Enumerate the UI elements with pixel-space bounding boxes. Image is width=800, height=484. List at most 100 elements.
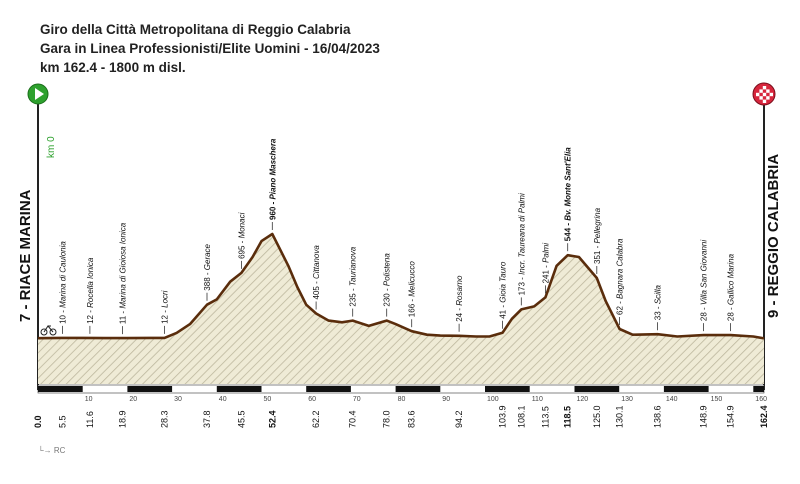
checker-square: [756, 92, 760, 97]
waypoint-km: 11.6: [85, 411, 95, 428]
waypoint-km: 5.5: [58, 415, 68, 428]
km-tick-label: 70: [353, 396, 361, 403]
waypoint-label: 960 - Piano Maschera: [268, 138, 277, 220]
finish-town-label: 9 - REGGIO CALABRIA: [765, 154, 782, 318]
waypoint-label: 173 - Incr. Taureana di Palmi: [517, 193, 526, 295]
start-km-label: km 0: [46, 136, 57, 158]
waypoint-label: 10 - Marina di Caulonia: [59, 241, 68, 324]
waypoint-label: 41 - Gioia Tauro: [499, 261, 508, 319]
race-title: Giro della Città Metropolitana di Reggio…: [40, 22, 351, 37]
waypoint-label: 33 - Scilla: [654, 285, 663, 321]
waypoint-label: 28 - Gallico Marina: [727, 253, 736, 321]
waypoint-km: 28.3: [160, 410, 170, 428]
checker-square: [759, 96, 763, 100]
km-scale-segment: [485, 386, 530, 392]
waypoint: 125.0 351 - Pellegrina: [592, 207, 602, 428]
km-tick-label: 100: [487, 396, 499, 403]
waypoint: 0.0: [33, 415, 43, 428]
km-tick-label: 130: [621, 396, 633, 403]
waypoint: 148.9 28 - Villa San Giovanni: [699, 240, 709, 428]
waypoint: 162.4: [759, 405, 769, 428]
start-town-label: 7 - RIACE MARINA: [17, 189, 34, 322]
header: Giro della Città Metropolitana di Reggio…: [40, 20, 380, 77]
waypoint-km: 37.8: [202, 410, 212, 428]
waypoint-label: 351 - Pellegrina: [593, 207, 602, 264]
waypoint: 113.5 241 - Palmi: [540, 243, 550, 428]
footer-rc: └→ RC: [38, 446, 65, 455]
km-tick-label: 50: [264, 396, 272, 403]
km-tick-label: 140: [666, 396, 678, 403]
waypoint-km: 0.0: [33, 415, 43, 428]
waypoint-km: 94.2: [454, 410, 464, 428]
km-tick-label: 90: [442, 396, 450, 403]
waypoint-label: 544 - Bv. Monte Sant'Elia: [564, 147, 573, 241]
waypoint: 103.9 41 - Gioia Tauro: [498, 261, 508, 428]
waypoint: 94.2 24 - Rosarno: [454, 275, 464, 428]
waypoint: 5.5 10 - Marina di Caulonia: [58, 241, 68, 428]
km-tick-label: 160: [755, 396, 767, 403]
waypoint: 83.6 166 - Melicucco: [407, 261, 417, 428]
waypoint-km: 148.9: [699, 405, 709, 428]
checker-square: [766, 96, 770, 100]
km-scale-segment: [306, 386, 351, 392]
waypoint-km: 103.9: [498, 405, 508, 428]
race-subtitle: Gara in Linea Professionisti/Elite Uomin…: [40, 41, 380, 56]
km-scale-segment: [663, 386, 709, 392]
km-tick-label: 80: [398, 396, 406, 403]
waypoint: 28.3 12 - Locri: [160, 290, 170, 428]
waypoint-km: 125.0: [592, 405, 602, 428]
km-tick-label: 10: [85, 396, 93, 403]
waypoint-km: 62.2: [311, 410, 321, 428]
waypoint-label: 12 - Locri: [161, 290, 170, 324]
checker-square: [766, 89, 770, 93]
waypoint: 154.9 28 - Gallico Marina: [726, 253, 736, 428]
km-tick-label: 120: [577, 396, 589, 403]
rc-label: RC: [53, 446, 66, 455]
km-scale-segments: [38, 386, 764, 392]
waypoint-km: 45.5: [236, 410, 246, 428]
waypoint-km: 108.1: [516, 405, 526, 428]
km-scale-segment: [753, 386, 764, 392]
waypoint: 108.1 173 - Incr. Taureana di Palmi: [516, 193, 526, 428]
km-scale-segment: [574, 386, 620, 392]
km-tick-label: 150: [711, 396, 723, 403]
waypoint-label: 388 - Gerace: [203, 243, 212, 290]
waypoint: 78.0 230 - Polistena: [382, 253, 392, 428]
checker-square: [762, 92, 767, 97]
waypoint-label: 230 - Polistena: [383, 253, 392, 307]
waypoint-km: 78.0: [382, 410, 392, 428]
waypoint-km: 70.4: [348, 410, 358, 428]
start-flag-icon: [27, 83, 49, 105]
checker-square: [759, 89, 763, 93]
waypoint-km: 138.6: [653, 405, 663, 428]
checker-square: [762, 99, 767, 103]
elevation-area: [38, 234, 764, 384]
waypoint-label: 62 - Bagnara Calabra: [616, 238, 625, 315]
waypoint-label: 235 - Taurianova: [349, 246, 358, 306]
waypoint: 62.2 405 - Cittanova: [311, 245, 321, 428]
km-tick-label: 110: [532, 396, 543, 403]
waypoint-km: 18.9: [118, 410, 128, 428]
elevation-line: [37, 232, 765, 340]
waypoint-km: 154.9: [726, 405, 736, 428]
km-tick-label: 20: [129, 396, 137, 403]
waypoint-km: 52.4: [267, 410, 277, 428]
waypoint-label: 24 - Rosarno: [455, 275, 464, 322]
waypoint-km: 130.1: [615, 405, 625, 428]
waypoint-label: 241 - Palmi: [541, 243, 550, 284]
waypoint-km: 113.5: [540, 406, 550, 428]
km-tick-label: 60: [308, 396, 316, 403]
waypoints: 0.0 5.5 10 - Marina di Caulonia 11.6 12 - Ro…: [33, 138, 769, 428]
bicycle-icon: [40, 325, 57, 336]
waypoint: 130.1 62 - Bagnara Calabra: [615, 238, 625, 428]
waypoint: 18.9 11 - Marina di Gioiosa Ionica: [118, 222, 128, 428]
waypoint-km: 118.5: [563, 406, 573, 428]
km-scale-segment: [127, 386, 173, 392]
km-tick-label: 30: [174, 396, 182, 403]
waypoint-km: 162.4: [759, 405, 769, 428]
km-tick-label: 40: [219, 396, 227, 403]
waypoint-km: 83.6: [407, 410, 417, 428]
waypoint-label: 695 - Monaci: [237, 212, 246, 258]
waypoint-label: 166 - Melicucco: [408, 261, 417, 318]
